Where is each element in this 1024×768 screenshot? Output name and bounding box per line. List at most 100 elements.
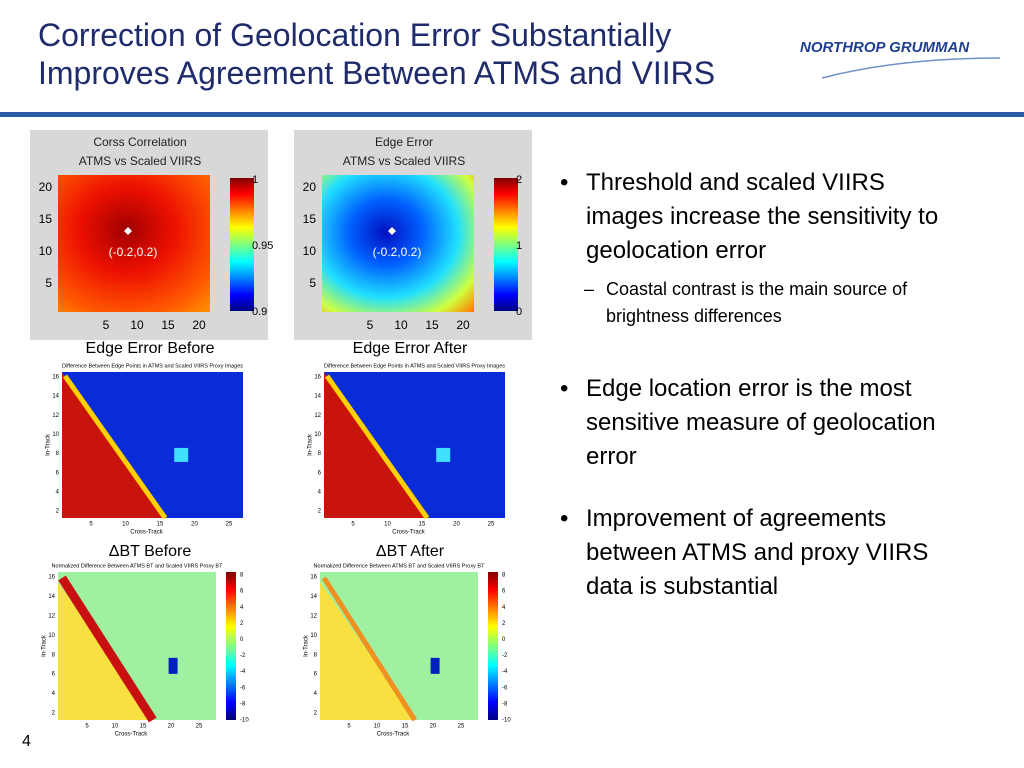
label: 25 xyxy=(226,522,233,528)
heatmap xyxy=(58,175,210,312)
header-rule xyxy=(0,112,1024,117)
label: 5 xyxy=(347,724,351,730)
label: 14 xyxy=(310,594,317,600)
label: 4 xyxy=(56,489,60,495)
label: 10 xyxy=(303,244,317,258)
logo-swoosh xyxy=(821,57,1001,79)
label: 20 xyxy=(430,724,437,730)
label: 5 xyxy=(309,276,316,290)
colorbar xyxy=(226,572,236,720)
label: Difference Between Edge Points in ATMS a… xyxy=(62,363,243,369)
bullet-item: Threshold and scaled VIIRS images increa… xyxy=(556,166,956,330)
label: 0 xyxy=(240,637,244,643)
label: 25 xyxy=(196,724,203,730)
label: 10 xyxy=(384,522,391,528)
label: 10 xyxy=(39,244,53,258)
label: 20 xyxy=(456,318,470,332)
label: 4 xyxy=(240,605,244,611)
label: 10 xyxy=(52,432,59,438)
label: ATMS vs Scaled VIIRS xyxy=(343,154,465,168)
label: Corss Correlation xyxy=(93,135,186,149)
bullet: Threshold and scaled VIIRS images increa… xyxy=(556,166,956,268)
label: 14 xyxy=(48,594,55,600)
heatmap-spot xyxy=(168,657,178,674)
label: 2 xyxy=(240,621,244,627)
label: Cross-Track xyxy=(392,530,425,536)
label: 12 xyxy=(310,613,317,619)
label: 0.9 xyxy=(252,306,267,318)
label: 5 xyxy=(85,724,89,730)
label: 6 xyxy=(314,672,318,678)
label: 20 xyxy=(168,724,175,730)
label: 10 xyxy=(314,432,321,438)
label: 15 xyxy=(303,212,317,226)
label: 20 xyxy=(303,180,317,194)
label: Cross-Track xyxy=(130,530,163,536)
label: 4 xyxy=(318,489,322,495)
heatmap xyxy=(322,175,474,312)
label: 1 xyxy=(516,240,522,252)
slide-title: Correction of Geolocation Error Substant… xyxy=(38,16,715,92)
label: Cross-Track xyxy=(115,732,148,738)
heatmap-spot xyxy=(174,447,189,462)
label: 10 xyxy=(374,724,381,730)
label: 20 xyxy=(191,522,198,528)
label: Difference Between Edge Points in ATMS a… xyxy=(324,363,505,369)
label: -6 xyxy=(240,685,246,691)
heatmap-band xyxy=(321,576,417,722)
label: In-Track xyxy=(304,634,310,657)
label: 14 xyxy=(314,394,321,400)
colorbar xyxy=(494,178,518,311)
bullet: Improvement of agreements between ATMS a… xyxy=(556,502,956,604)
title-line: Correction of Geolocation Error Substant… xyxy=(38,17,672,53)
label: 20 xyxy=(453,522,460,528)
label: -2 xyxy=(502,653,508,659)
label: In-Track xyxy=(46,433,52,456)
label: 5 xyxy=(89,522,93,528)
title-line: Improves Agreement Between ATMS and VIIR… xyxy=(38,55,716,91)
page-number: 4 xyxy=(22,733,31,750)
label: 8 xyxy=(240,573,244,579)
label: (-0.2,0.2) xyxy=(373,245,422,259)
label: 0 xyxy=(502,637,506,643)
label: -8 xyxy=(240,701,246,707)
logo: NORTHROP GRUMMAN xyxy=(800,39,970,56)
label: 6 xyxy=(56,470,60,476)
colorbar xyxy=(230,178,254,311)
label: -2 xyxy=(240,653,246,659)
marker xyxy=(388,227,396,235)
heatmap-band xyxy=(58,575,157,723)
label: 2 xyxy=(52,711,56,717)
label: 16 xyxy=(52,375,59,381)
label: 15 xyxy=(39,212,53,226)
label: 10 xyxy=(130,318,144,332)
label: 5 xyxy=(367,318,374,332)
label: 2 xyxy=(56,509,60,515)
label: 5 xyxy=(45,276,52,290)
label: 6 xyxy=(240,589,244,595)
label: Cross-Track xyxy=(377,732,410,738)
label: 0.95 xyxy=(252,240,273,252)
heatmap-spot xyxy=(430,657,440,674)
label: 10 xyxy=(122,522,129,528)
label: 15 xyxy=(157,522,164,528)
label: In-Track xyxy=(42,634,48,657)
heatmap-spot xyxy=(436,447,451,462)
label: Normalized Difference Between ATMS BT an… xyxy=(314,563,486,569)
sub-bullet: Coastal contrast is the main source of b… xyxy=(584,276,956,330)
label: 6 xyxy=(318,470,322,476)
label: Normalized Difference Between ATMS BT an… xyxy=(52,563,224,569)
label: 1 xyxy=(252,174,258,186)
label: 4 xyxy=(314,691,318,697)
label: Edge Error xyxy=(375,135,433,149)
label: 8 xyxy=(314,652,318,658)
label: 16 xyxy=(48,575,55,581)
label: -4 xyxy=(240,669,246,675)
label: 20 xyxy=(192,318,206,332)
label: 16 xyxy=(310,575,317,581)
label: 15 xyxy=(161,318,175,332)
label: 8 xyxy=(56,451,60,457)
label: -6 xyxy=(502,685,508,691)
